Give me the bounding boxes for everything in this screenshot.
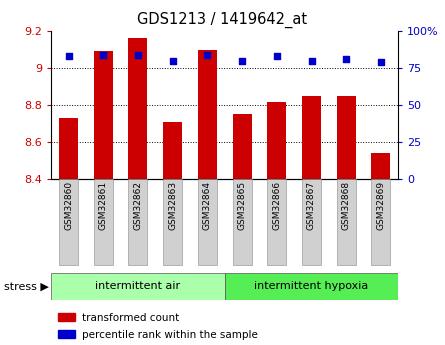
Text: intermittent air: intermittent air — [95, 282, 181, 291]
Bar — [233, 115, 251, 179]
Bar — [198, 179, 217, 265]
Bar — [302, 96, 321, 179]
Point — [204, 52, 211, 58]
Point — [134, 52, 142, 58]
Text: GSM32869: GSM32869 — [376, 181, 385, 230]
Text: GDS1213 / 1419642_at: GDS1213 / 1419642_at — [138, 12, 307, 28]
Bar — [163, 179, 182, 265]
Bar — [58, 313, 76, 321]
Bar — [267, 101, 286, 179]
Point — [377, 59, 384, 65]
Point — [100, 52, 107, 58]
Text: GSM32861: GSM32861 — [99, 181, 108, 230]
Bar — [51, 273, 225, 300]
Bar — [58, 330, 76, 338]
Point — [169, 58, 176, 63]
Text: transformed count: transformed count — [82, 313, 180, 323]
Text: GSM32860: GSM32860 — [64, 181, 73, 230]
Text: GSM32862: GSM32862 — [134, 181, 142, 230]
Bar — [59, 179, 78, 265]
Text: GSM32866: GSM32866 — [272, 181, 281, 230]
Point — [65, 53, 72, 59]
Text: GSM32865: GSM32865 — [238, 181, 247, 230]
Bar — [59, 118, 78, 179]
Bar — [372, 179, 390, 265]
Point — [273, 53, 280, 59]
Bar — [94, 51, 113, 179]
Bar — [337, 96, 356, 179]
Bar — [337, 179, 356, 265]
Text: stress ▶: stress ▶ — [4, 282, 49, 291]
Bar — [94, 179, 113, 265]
Bar — [129, 38, 147, 179]
Text: GSM32867: GSM32867 — [307, 181, 316, 230]
Text: intermittent hypoxia: intermittent hypoxia — [255, 282, 368, 291]
Point — [239, 58, 246, 63]
Text: GSM32864: GSM32864 — [203, 181, 212, 230]
Text: percentile rank within the sample: percentile rank within the sample — [82, 330, 258, 340]
Bar — [163, 122, 182, 179]
Bar — [302, 179, 321, 265]
Point — [343, 57, 350, 62]
Bar — [267, 179, 286, 265]
Bar — [225, 273, 398, 300]
Bar — [129, 179, 147, 265]
Text: GSM32863: GSM32863 — [168, 181, 177, 230]
Bar — [198, 50, 217, 179]
Bar — [233, 179, 251, 265]
Text: GSM32868: GSM32868 — [342, 181, 351, 230]
Bar — [372, 154, 390, 179]
Point — [308, 58, 315, 63]
